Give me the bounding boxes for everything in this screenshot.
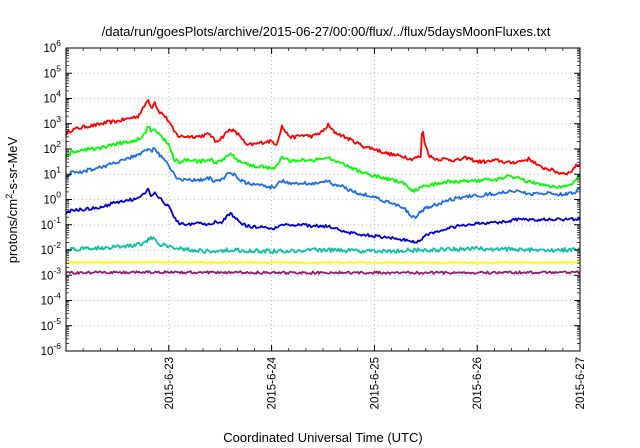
y-axis-label-pre: protons/cm [5,199,20,263]
y-tick-label: 10-6 [41,341,62,358]
series-line [65,235,581,255]
y-tick-base: 10 [43,94,56,106]
x-tick-label: 2015-6-23 [164,357,176,409]
x-tick-label: 2015-6-25 [369,357,381,409]
chart-title: /data/run/goesPlots/archive/2015-06-27/0… [102,24,551,39]
y-tick-base: 10 [41,220,54,232]
y-tick-exponent: -1 [53,215,61,225]
y-tick-label: 100 [43,190,61,207]
y-tick-base: 10 [43,119,56,131]
y-axis-label: protons/cm2-s-sr-MeV [4,136,20,263]
y-tick-base: 10 [43,195,56,207]
series-line [65,146,581,219]
y-tick-label: 106 [43,38,61,55]
y-tick-exponent: -3 [53,265,61,275]
grid-lines [66,48,580,351]
x-axis-label: Coordinated Universal Time (UTC) [223,430,422,445]
series-line [65,260,581,265]
x-axis-ticks: 2015-6-23 2015-6-24 2015-6-25 2015-6-26 2015… [82,48,587,409]
y-tick-label: 101 [43,164,61,181]
y-tick-label: 10-5 [41,316,62,333]
series-layer [65,99,581,275]
y-tick-base: 10 [43,144,56,156]
y-axis-label-sup: 2 [4,194,14,199]
y-tick-exponent: -2 [53,240,61,250]
y-tick-label: 10-1 [41,215,62,232]
y-tick-base: 10 [41,245,54,257]
y-tick-label: 10-3 [41,265,62,282]
y-tick-exponent: 5 [56,63,61,73]
y-tick-base: 10 [43,169,56,181]
y-tick-base: 10 [41,321,54,333]
y-tick-exponent: -4 [53,291,61,301]
y-axis-ticks: 10610510410310210110010-110-210-310-410-… [41,38,580,358]
x-tick-label: 2015-6-26 [472,357,484,409]
series-line [65,270,581,275]
y-tick-base: 10 [43,43,56,55]
y-tick-exponent: 3 [56,114,61,124]
y-tick-base: 10 [41,346,54,358]
y-tick-exponent: -5 [53,316,61,326]
y-tick-exponent: 0 [56,190,61,200]
y-tick-exponent: -6 [53,341,61,351]
x-tick-label: 2015-6-27 [575,357,587,409]
x-tick-label: 2015-6-24 [267,356,279,409]
y-tick-label: 103 [43,114,61,131]
y-tick-exponent: 2 [56,139,61,149]
y-tick-base: 10 [41,270,54,282]
y-tick-label: 10-4 [41,291,62,308]
y-tick-label: 102 [43,139,61,156]
y-axis-label-post: -s-sr-MeV [5,136,20,193]
y-tick-label: 105 [43,63,61,80]
y-tick-label: 10-2 [41,240,62,257]
series-line [65,187,581,244]
y-tick-exponent: 4 [56,89,61,99]
y-tick-exponent: 6 [56,38,61,48]
series-line [65,125,581,193]
y-tick-base: 10 [41,296,54,308]
y-tick-exponent: 1 [56,164,61,174]
y-tick-base: 10 [43,68,56,80]
series-line [65,99,581,176]
y-tick-label: 104 [43,89,61,106]
